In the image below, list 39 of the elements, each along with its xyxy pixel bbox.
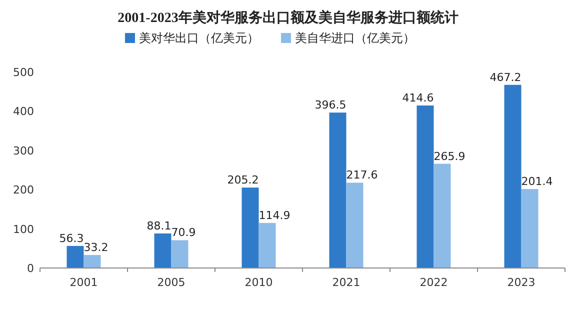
x-tick-label: 2005 (157, 276, 186, 289)
x-tick-label: 2021 (332, 276, 360, 289)
y-tick-label: 200 (13, 184, 34, 197)
bar (66, 246, 84, 268)
data-label: 201.4 (521, 175, 553, 188)
data-label: 88.1 (146, 219, 172, 232)
data-label: 56.3 (59, 232, 84, 245)
y-tick-label: 400 (13, 105, 34, 118)
bar (329, 112, 346, 268)
legend-label: 美对华出口（亿美元） (139, 31, 259, 45)
bar (346, 182, 364, 268)
x-tick-label: 2023 (507, 276, 536, 289)
bar (258, 222, 276, 268)
data-label: 265.9 (434, 150, 466, 163)
data-label: 467.2 (490, 70, 522, 84)
y-tick-label: 0 (27, 262, 34, 275)
bar (171, 240, 188, 268)
y-tick-label: 300 (13, 144, 34, 158)
bar (154, 233, 172, 268)
legend-label: 美自华进口（亿美元） (295, 31, 415, 45)
bar (242, 188, 259, 268)
x-tick-label: 2001 (70, 276, 98, 289)
data-label: 33.2 (84, 240, 108, 254)
chart-title: 2001-2023年美对华服务出口额及美自华服务进口额统计 (118, 9, 458, 26)
data-label: 217.6 (346, 168, 378, 182)
y-tick-label: 100 (13, 222, 34, 236)
bar (434, 164, 451, 268)
data-label: 414.6 (402, 91, 434, 104)
bar (84, 254, 101, 268)
y-tick-label: 500 (13, 66, 34, 79)
x-tick-label: 2010 (244, 276, 273, 289)
x-tick-label: 2022 (420, 276, 448, 289)
data-label: 205.2 (227, 174, 259, 187)
data-label: 396.5 (314, 98, 346, 112)
data-label: 114.9 (258, 208, 290, 222)
bar (416, 105, 434, 268)
data-label: 70.9 (171, 226, 196, 240)
bar (521, 189, 538, 268)
bar (504, 84, 522, 268)
